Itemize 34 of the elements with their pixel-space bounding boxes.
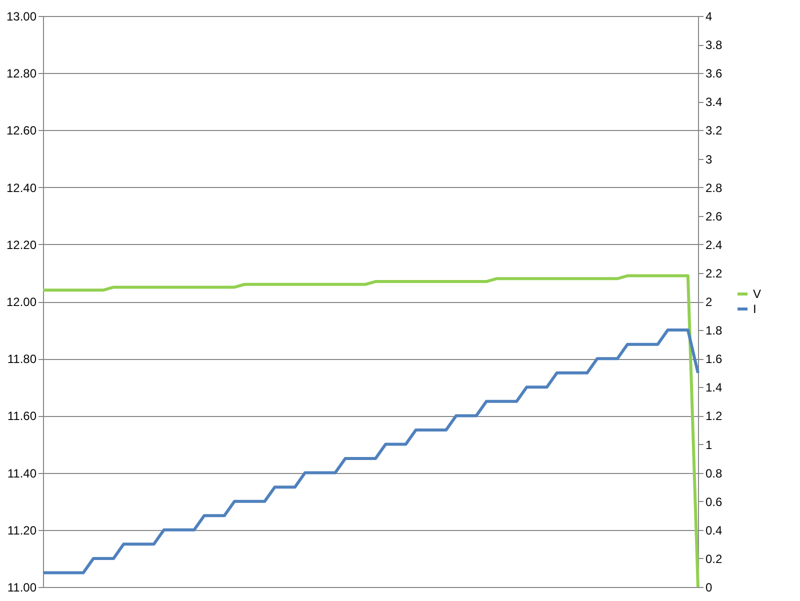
y2-tick-label: 0.2 (706, 552, 723, 566)
y-tick-label: 11.40 (7, 466, 37, 480)
y2-tick-label: 3.4 (706, 95, 723, 110)
y2-tick-label: 3.8 (706, 38, 723, 52)
y2-tick-label: 1.2 (706, 409, 723, 424)
y-tick-label: 13.00 (6, 10, 37, 24)
y2-tick-label: 0.6 (706, 494, 723, 509)
y2-tick-label: 1.4 (706, 380, 723, 395)
y2-tick-label: 3.6 (706, 66, 723, 81)
y2-tick-label: 1.8 (706, 324, 723, 338)
legend-label: I (753, 302, 756, 316)
y2-tick-label: 0.4 (706, 523, 723, 538)
y-tick-label: 12.20 (6, 238, 37, 252)
y2-tick-label: 1 (706, 438, 712, 452)
y2-tick-label: 0.8 (706, 466, 723, 480)
y-tick-label: 11.60 (7, 409, 37, 424)
y2-tick-label: 2.8 (706, 180, 723, 195)
y2-tick-label: 3 (706, 152, 712, 166)
y2-tick-label: 2.6 (706, 209, 723, 224)
y-tick-label: 12.00 (6, 295, 37, 309)
y2-tick-label: 4 (706, 10, 712, 24)
y2-tick-label: 3.2 (706, 124, 723, 138)
legend-label: V (753, 287, 762, 301)
y2-tick-label: 2 (706, 295, 712, 309)
y-tick-label: 12.80 (6, 66, 37, 81)
y2-tick-label: 2.4 (706, 238, 723, 252)
y-tick-label: 11.20 (7, 523, 37, 538)
y2-tick-label: 2.2 (706, 266, 723, 280)
y-tick-label: 12.60 (6, 124, 37, 138)
y-tick-label: 11.80 (7, 352, 37, 366)
y-tick-label: 12.40 (6, 180, 37, 195)
y2-tick-label: 0 (706, 580, 712, 594)
y2-tick-label: 1.6 (706, 352, 723, 366)
y-tick-label: 11.00 (7, 580, 37, 594)
